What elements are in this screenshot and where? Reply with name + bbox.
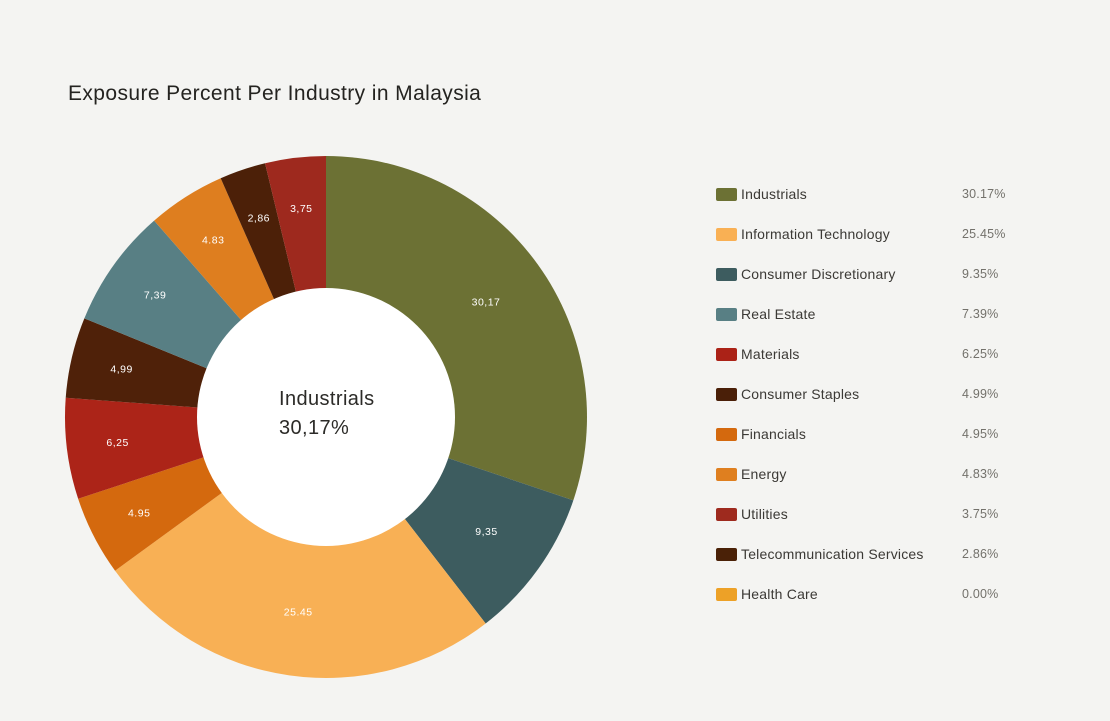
- legend-value: 25.45%: [962, 227, 1006, 241]
- legend-color-swatch: [716, 427, 737, 441]
- legend: Industrials 30.17% Information Technolog…: [716, 174, 1036, 614]
- legend-color-swatch: [716, 347, 737, 361]
- slice-value-label-industrials: 30,17: [472, 297, 501, 309]
- legend-value: 0.00%: [962, 587, 999, 601]
- donut-inner-circle: [197, 288, 455, 546]
- legend-color-swatch: [716, 467, 737, 481]
- legend-label: Utilities: [741, 506, 788, 522]
- legend-label: Real Estate: [741, 306, 816, 322]
- slice-value-label-information-technology: 25.45: [284, 607, 313, 619]
- legend-value: 3.75%: [962, 507, 999, 521]
- slice-value-label-energy: 4.83: [202, 234, 224, 246]
- legend-value: 6.25%: [962, 347, 999, 361]
- legend-color-swatch: [716, 547, 737, 561]
- legend-row-consumer-staples[interactable]: Consumer Staples 4.99%: [716, 374, 1036, 414]
- legend-color-swatch: [716, 387, 737, 401]
- legend-color-swatch: [716, 267, 737, 281]
- legend-value: 4.95%: [962, 427, 999, 441]
- legend-label: Consumer Discretionary: [741, 266, 896, 282]
- legend-label: Industrials: [741, 186, 808, 202]
- legend-value: 4.83%: [962, 467, 999, 481]
- legend-row-utilities[interactable]: Utilities 3.75%: [716, 494, 1036, 534]
- donut-chart: 30,17 9,35 25.45 4.95 6,25 4,99 7,39 4.83 2,86 3,…: [64, 156, 587, 679]
- legend-row-telecommunication-services[interactable]: Telecommunication Services 2.86%: [716, 534, 1036, 574]
- legend-value: 2.86%: [962, 547, 999, 561]
- legend-row-materials[interactable]: Materials 6.25%: [716, 334, 1036, 374]
- slice-value-label-real-estate: 7,39: [144, 290, 166, 302]
- legend-label: Health Care: [741, 586, 818, 602]
- donut-center-label: Industrials 30,17%: [279, 385, 375, 443]
- legend-row-real-estate[interactable]: Real Estate 7.39%: [716, 294, 1036, 334]
- legend-row-consumer-discretionary[interactable]: Consumer Discretionary 9.35%: [716, 254, 1036, 294]
- donut-center-percent: 30,17%: [279, 417, 350, 439]
- legend-color-swatch: [716, 227, 737, 241]
- legend-color-swatch: [716, 187, 737, 201]
- legend-label: Consumer Staples: [741, 386, 860, 402]
- legend-color-swatch: [716, 507, 737, 521]
- legend-value: 9.35%: [962, 267, 999, 281]
- slice-value-label-utilities: 3,75: [290, 203, 312, 215]
- legend-label: Telecommunication Services: [741, 546, 924, 562]
- legend-row-financials[interactable]: Financials 4.95%: [716, 414, 1036, 454]
- legend-label: Materials: [741, 346, 800, 362]
- page-title: Exposure Percent Per Industry in Malaysi…: [68, 82, 482, 105]
- slice-value-label-financials: 4.95: [128, 507, 150, 519]
- slice-value-label-consumer-discretionary: 9,35: [475, 526, 497, 538]
- legend-value: 4.99%: [962, 387, 999, 401]
- donut-center-industry: Industrials: [279, 388, 375, 410]
- legend-label: Financials: [741, 426, 807, 442]
- legend-row-industrials[interactable]: Industrials 30.17%: [716, 174, 1036, 214]
- slice-value-label-materials: 6,25: [106, 437, 128, 449]
- legend-color-swatch: [716, 587, 737, 601]
- legend-label: Information Technology: [741, 226, 890, 242]
- slice-value-label-telecommunication-services: 2,86: [248, 213, 270, 225]
- legend-label: Energy: [741, 466, 787, 482]
- pie-slice-information-technology[interactable]: [115, 417, 486, 679]
- slice-value-label-consumer-staples: 4,99: [110, 364, 132, 376]
- legend-value: 7.39%: [962, 307, 999, 321]
- legend-row-information-technology[interactable]: Information Technology 25.45%: [716, 214, 1036, 254]
- legend-value: 30.17%: [962, 187, 1006, 201]
- legend-color-swatch: [716, 307, 737, 321]
- legend-row-health-care[interactable]: Health Care 0.00%: [716, 574, 1036, 614]
- legend-row-energy[interactable]: Energy 4.83%: [716, 454, 1036, 494]
